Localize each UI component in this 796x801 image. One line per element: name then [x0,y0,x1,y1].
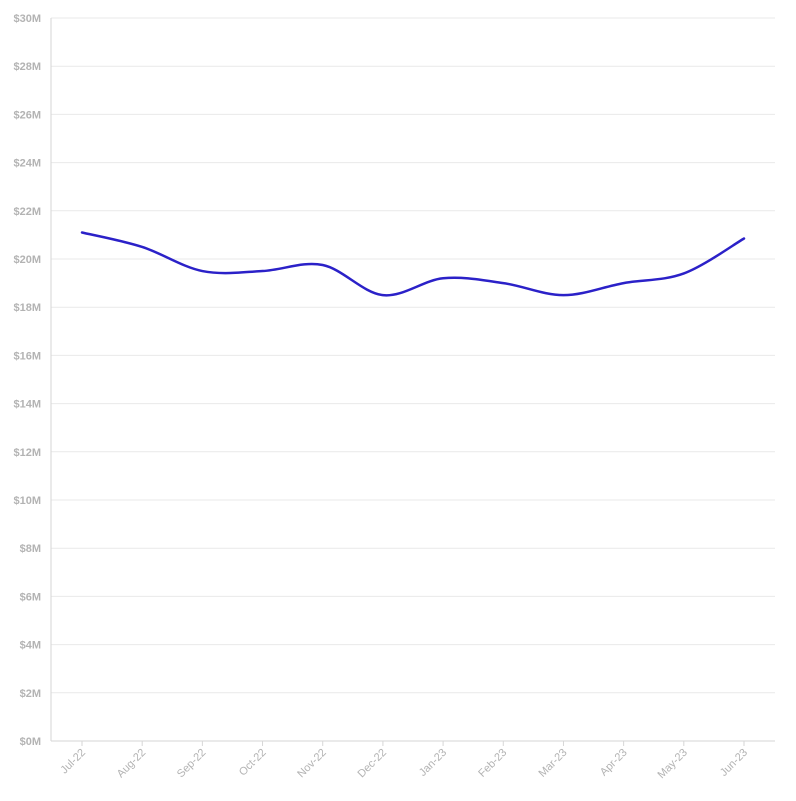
y-tick-label: $0M [20,736,41,748]
y-tick-label: $28M [13,61,41,73]
x-tick-label: Sep-22 [175,747,209,781]
y-tick-label: $18M [13,302,41,314]
x-tick-label: Aug-22 [115,747,149,781]
y-tick-label: $10M [13,495,41,507]
y-axis-ticks: $0M $2M $4M $6M $8M $10M $12M $14M $16M $18M $20M $… [13,13,41,748]
x-tick-label: Jan-23 [417,747,449,779]
x-tick-label: Mar-23 [536,747,569,780]
y-tick-label: $24M [13,158,41,170]
gridlines [51,17,775,694]
y-tick-label: $14M [13,399,41,411]
x-tick-label: Jun-23 [718,747,750,779]
series-line [80,231,746,297]
x-tick-label: May-23 [656,747,690,781]
x-tick-label: Nov-22 [295,747,329,781]
y-tick-label: $16M [13,350,41,362]
x-tick-label: Apr-23 [598,747,630,779]
y-tick-label: $6M [20,591,41,603]
y-tick-label: $22M [13,206,41,218]
y-tick-label: $2M [20,688,41,700]
y-tick-label: $12M [13,447,41,459]
y-tick-label: $4M [20,640,41,652]
series-group [80,231,746,297]
x-axis-ticks: Jul-22 Aug-22 Sep-22 Oct-22 Nov-22 Dec-22 Jan-… [58,741,750,781]
y-tick-label: $26M [13,109,41,121]
x-tick-label: Oct-22 [237,747,269,779]
y-tick-label: $20M [13,254,41,266]
x-tick-label: Feb-23 [476,747,509,780]
x-tick-label: Dec-22 [355,747,389,781]
x-tick-label: Jul-22 [58,747,88,777]
y-tick-label: $8M [20,543,41,555]
y-tick-label: $30M [13,13,41,25]
